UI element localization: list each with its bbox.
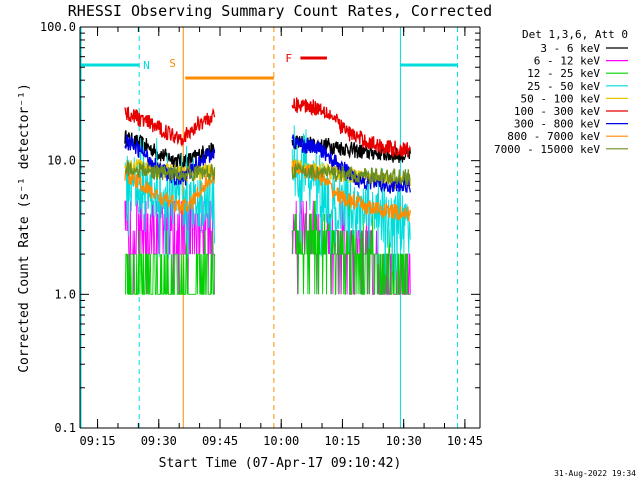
y-tick-label: 0.1 [54,421,76,435]
series-2-seg1 [124,230,215,295]
marker-label-flare: F [285,52,292,65]
y-axis-label: Corrected Count Rate (s⁻¹ detector⁻¹) [17,83,32,373]
chart-title: RHESSI Observing Summary Count Rates, Co… [68,2,492,20]
series-line-100-300keV [124,106,216,148]
legend-label: 3 - 6 keV [540,42,600,55]
x-axis-label: Start Time (07-Apr-17 09:10:42) [159,456,402,471]
series-line-7000-15000keV [291,163,411,186]
legend-label: 50 - 100 keV [521,92,601,105]
series-line-7000-15000keV [124,159,216,182]
x-tick-label: 10:15 [324,434,360,448]
x-tick-label: 10:00 [263,434,299,448]
series-line-12-25keV [291,200,411,295]
marker-label-saa: S [169,57,176,70]
legend-label: 100 - 300 keV [514,105,600,118]
legend-label: 7000 - 15000 keV [494,143,600,156]
series-2-seg2 [291,200,411,295]
x-tick-label: 09:30 [141,434,177,448]
legend-label: 300 - 800 keV [514,118,600,131]
series-8-seg1 [124,159,216,182]
series-data [124,97,411,295]
legend-label: 800 - 7000 keV [507,130,600,143]
y-tick-label: 100.0 [40,20,76,34]
series-8-seg2 [291,163,411,186]
x-tick-label: 10:45 [447,434,483,448]
series-line-800-7000keV [124,168,216,215]
series-7-seg1 [124,168,216,215]
series-line-100-300keV [291,97,411,159]
marker-label-night: N [143,59,150,72]
series-5-seg1 [124,106,216,148]
legend-label: 6 - 12 keV [534,55,601,68]
x-tick-label: 10:30 [386,434,422,448]
series-line-12-25keV [124,230,215,295]
legend-label: 12 - 25 keV [527,67,600,80]
y-tick-label: 1.0 [54,287,76,301]
series-5-seg2 [291,97,411,159]
y-tick-label: 10.0 [47,154,76,168]
legend-label: 25 - 50 keV [527,80,600,93]
footer-date: 31-Aug-2022 19:34 [554,469,636,478]
axes: 0.1 1.0 10.0 100.0 09:15 09:30 09:45 10:00 10:15… [40,20,483,448]
x-tick-label: 09:45 [202,434,238,448]
x-tick-label: 09:15 [79,434,115,448]
legend-title: Det 1,3,6, Att 0 [522,28,628,41]
